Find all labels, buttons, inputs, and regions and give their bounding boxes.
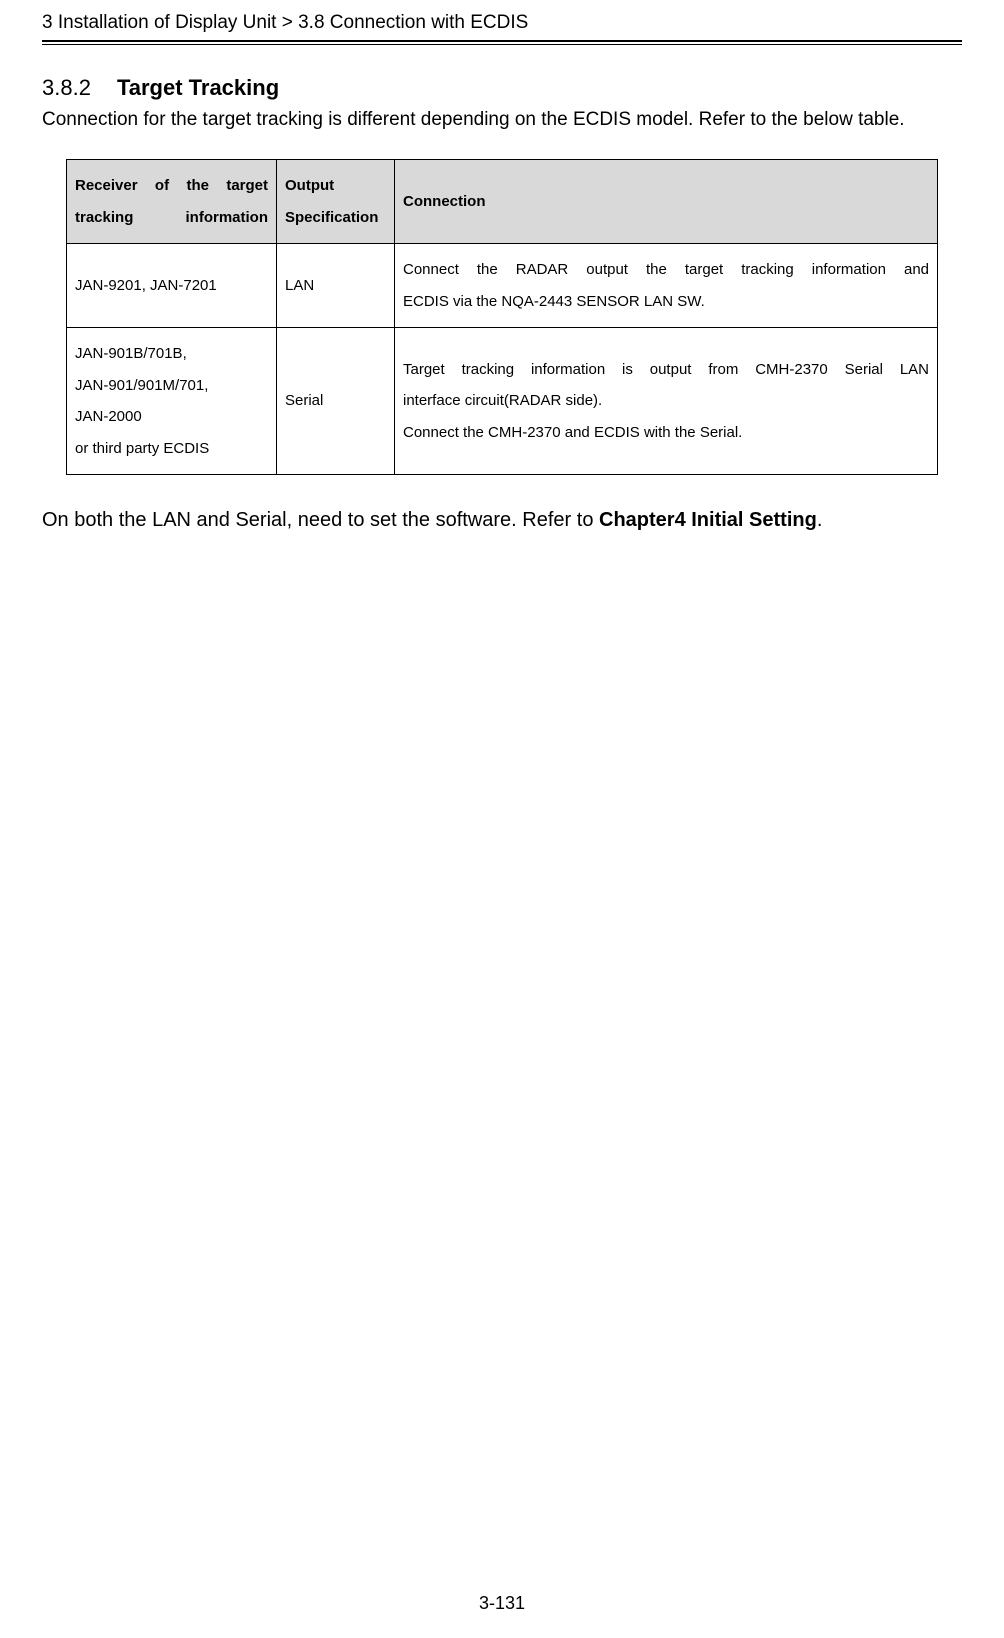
- cell-output: LAN: [277, 244, 395, 328]
- cell-connection: Connect the RADAR output the target trac…: [395, 244, 938, 328]
- receiver-line: JAN-901/901M/701,: [75, 370, 268, 402]
- table-row: JAN-9201, JAN-7201 LAN Connect the RADAR…: [67, 244, 938, 328]
- cell-connection-line2: Connect the CMH-2370 and ECDIS with the …: [403, 417, 929, 449]
- section-intro: Connection for the target tracking is di…: [42, 109, 962, 131]
- th-output: Output Specification: [277, 160, 395, 244]
- table-row: JAN-901B/701B, JAN-901/901M/701, JAN-200…: [67, 328, 938, 475]
- receiver-line: JAN-2000: [75, 401, 268, 433]
- table-header-row: Receiver of the target tracking informat…: [67, 160, 938, 244]
- page-number: 3-131: [0, 1593, 1004, 1614]
- section-title: Target Tracking: [117, 75, 279, 100]
- section-number: 3.8.2: [42, 75, 91, 100]
- receiver-line: JAN-901B/701B,: [75, 338, 268, 370]
- table-wrap: Receiver of the target tracking informat…: [42, 159, 962, 475]
- connection-table: Receiver of the target tracking informat…: [66, 159, 938, 475]
- section-heading: 3.8.2 Target Tracking: [42, 75, 962, 101]
- cell-receiver: JAN-9201, JAN-7201: [67, 244, 277, 328]
- th-receiver: Receiver of the target tracking informat…: [67, 160, 277, 244]
- breadcrumb-path: 3 Installation of Display Unit > 3.8 Con…: [42, 12, 962, 34]
- divider-thick: [42, 40, 962, 42]
- footnote-post: .: [817, 509, 823, 531]
- receiver-line: or third party ECDIS: [75, 433, 268, 465]
- footnote-bold: Chapter4 Initial Setting: [599, 509, 817, 531]
- cell-connection-line1: Target tracking information is output fr…: [403, 354, 929, 417]
- cell-connection: Target tracking information is output fr…: [395, 328, 938, 475]
- cell-connection-text2: ECDIS via the NQA-2443 SENSOR LAN SW.: [403, 293, 705, 310]
- cell-output: Serial: [277, 328, 395, 475]
- cell-connection-text: Connect the RADAR output the target trac…: [403, 254, 929, 286]
- footnote: On both the LAN and Serial, need to set …: [42, 509, 962, 532]
- divider-thin: [42, 44, 962, 45]
- cell-receiver: JAN-901B/701B, JAN-901/901M/701, JAN-200…: [67, 328, 277, 475]
- th-connection: Connection: [395, 160, 938, 244]
- footnote-pre: On both the LAN and Serial, need to set …: [42, 509, 599, 531]
- page: 3 Installation of Display Unit > 3.8 Con…: [0, 0, 1004, 1638]
